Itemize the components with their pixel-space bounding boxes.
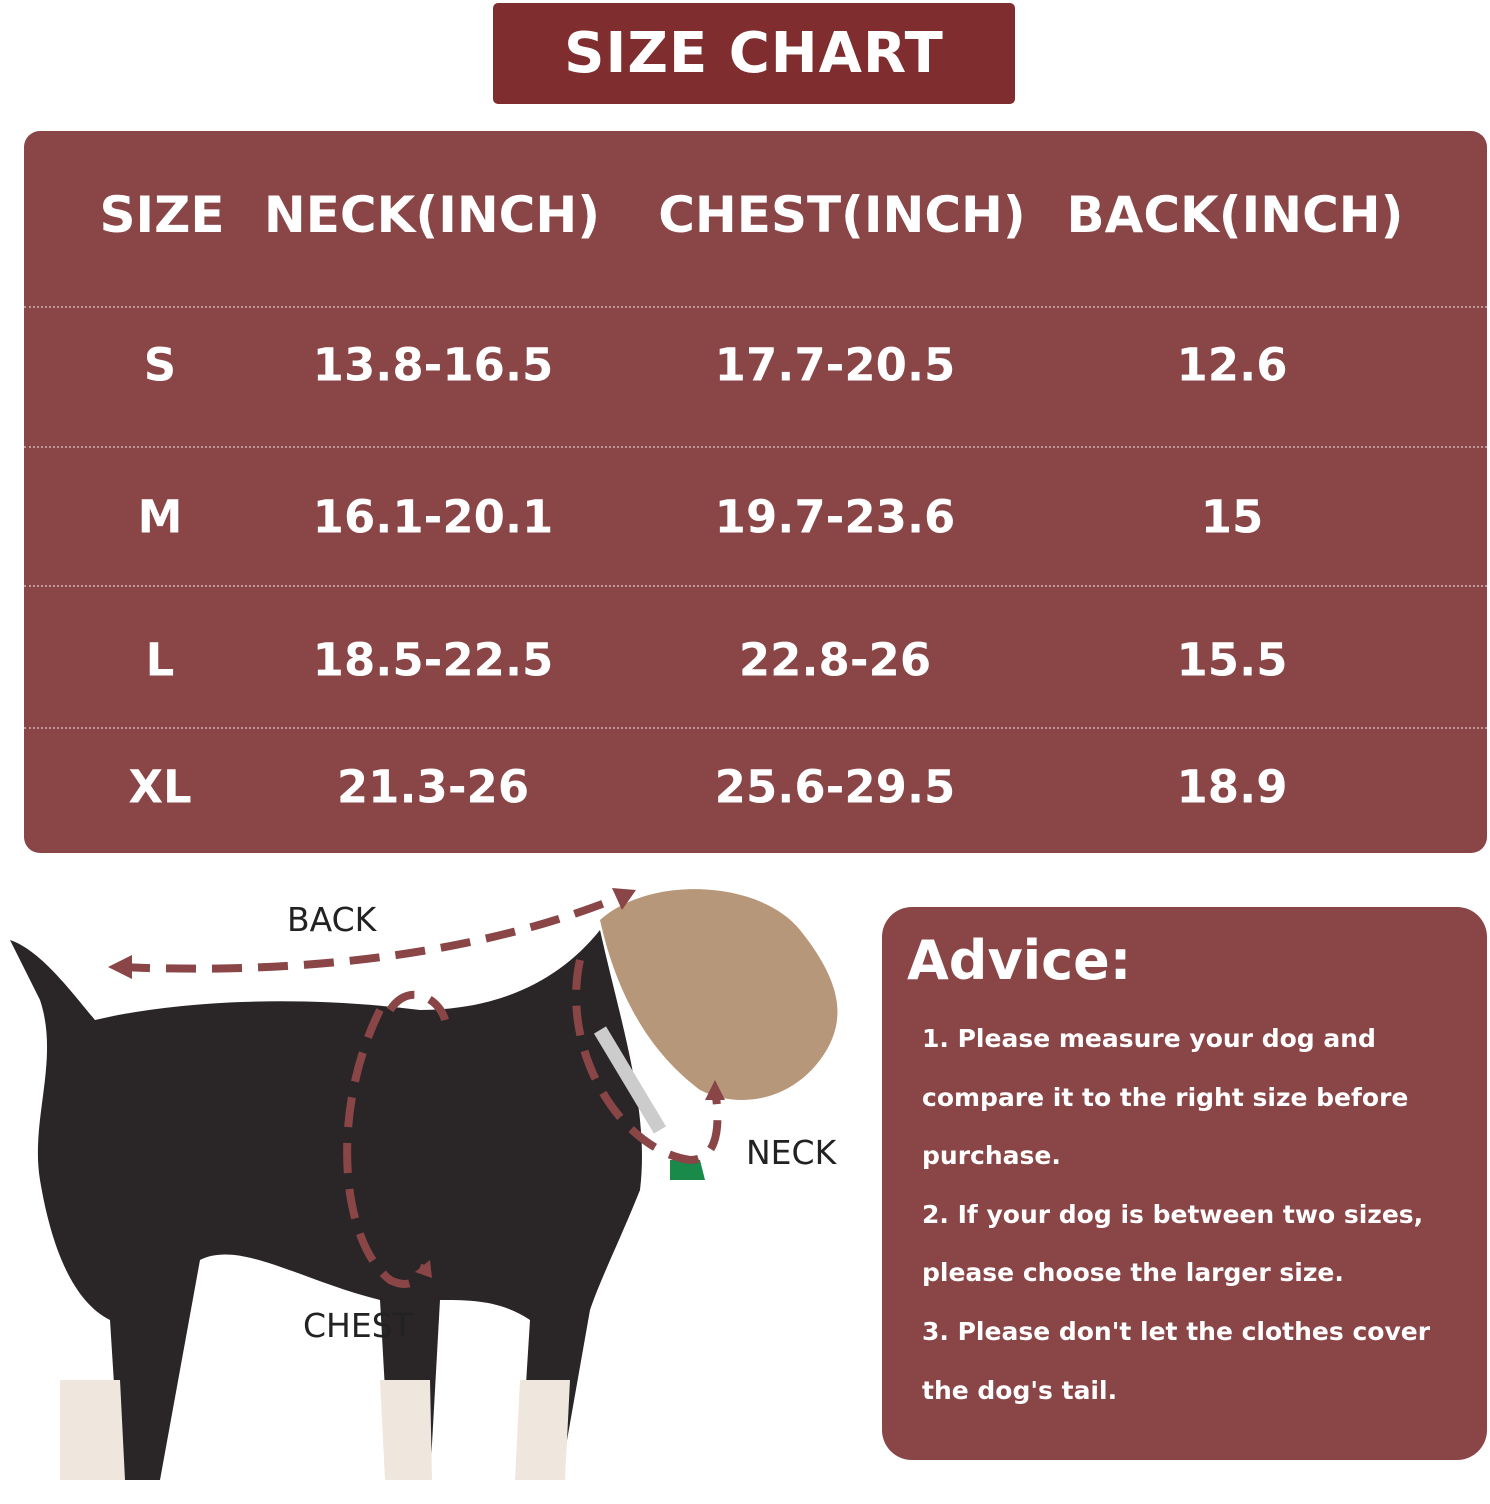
back-label: BACK [287, 900, 377, 939]
cell-neck: 21.3-26 [336, 760, 530, 814]
advice-panel: Advice: 1. Please measure your dog and c… [882, 907, 1487, 1460]
advice-item: 2. If your dog is between two sizes, ple… [922, 1199, 1424, 1288]
measurement-arrows [119, 891, 722, 1288]
arrow-heads [108, 888, 725, 1278]
header-chest: CHEST(INCH) [658, 186, 1026, 244]
chest-arrow [343, 1008, 429, 1288]
advice-list: 1. Please measure your dog and compare i… [922, 1010, 1482, 1420]
row-divider [24, 585, 1487, 587]
size-table: SIZE NECK(INCH) CHEST(INCH) BACK(INCH) S… [24, 131, 1487, 853]
cell-chest: 19.7-23.6 [714, 490, 956, 544]
cell-size: L [145, 633, 175, 687]
dog-photo [10, 889, 838, 1480]
neck-arrow [572, 959, 722, 1165]
row-divider [24, 446, 1487, 448]
header-size: SIZE [99, 186, 225, 244]
size-chart-title: SIZE CHART [493, 3, 1015, 104]
cell-size: S [143, 338, 177, 392]
cell-back: 18.9 [1176, 760, 1288, 814]
cell-size: M [137, 490, 183, 544]
chest-arrow-top [386, 990, 449, 1022]
row-divider [24, 727, 1487, 729]
advice-item: 3. Please don't let the clothes cover th… [922, 1316, 1431, 1405]
cell-size: XL [128, 760, 192, 814]
cell-chest: 17.7-20.5 [714, 338, 956, 392]
chest-label: CHEST [303, 1306, 413, 1345]
back-arrow [119, 891, 627, 973]
cell-neck: 16.1-20.1 [312, 490, 554, 544]
advice-title: Advice: [907, 929, 1132, 992]
row-divider [24, 306, 1487, 308]
cell-chest: 22.8-26 [738, 633, 932, 687]
cell-neck: 13.8-16.5 [312, 338, 554, 392]
cell-back: 12.6 [1176, 338, 1288, 392]
neck-label: NECK [746, 1133, 837, 1172]
cell-neck: 18.5-22.5 [312, 633, 554, 687]
cell-chest: 25.6-29.5 [714, 760, 956, 814]
dog-measurement-diagram: BACK CHEST NECK [0, 860, 870, 1500]
advice-item: 1. Please measure your dog and compare i… [922, 1024, 1409, 1171]
header-back: BACK(INCH) [1066, 186, 1404, 244]
cell-back: 15 [1200, 490, 1264, 544]
header-neck: NECK(INCH) [263, 186, 601, 244]
dog-illustration [10, 888, 838, 1480]
cell-back: 15.5 [1176, 633, 1288, 687]
